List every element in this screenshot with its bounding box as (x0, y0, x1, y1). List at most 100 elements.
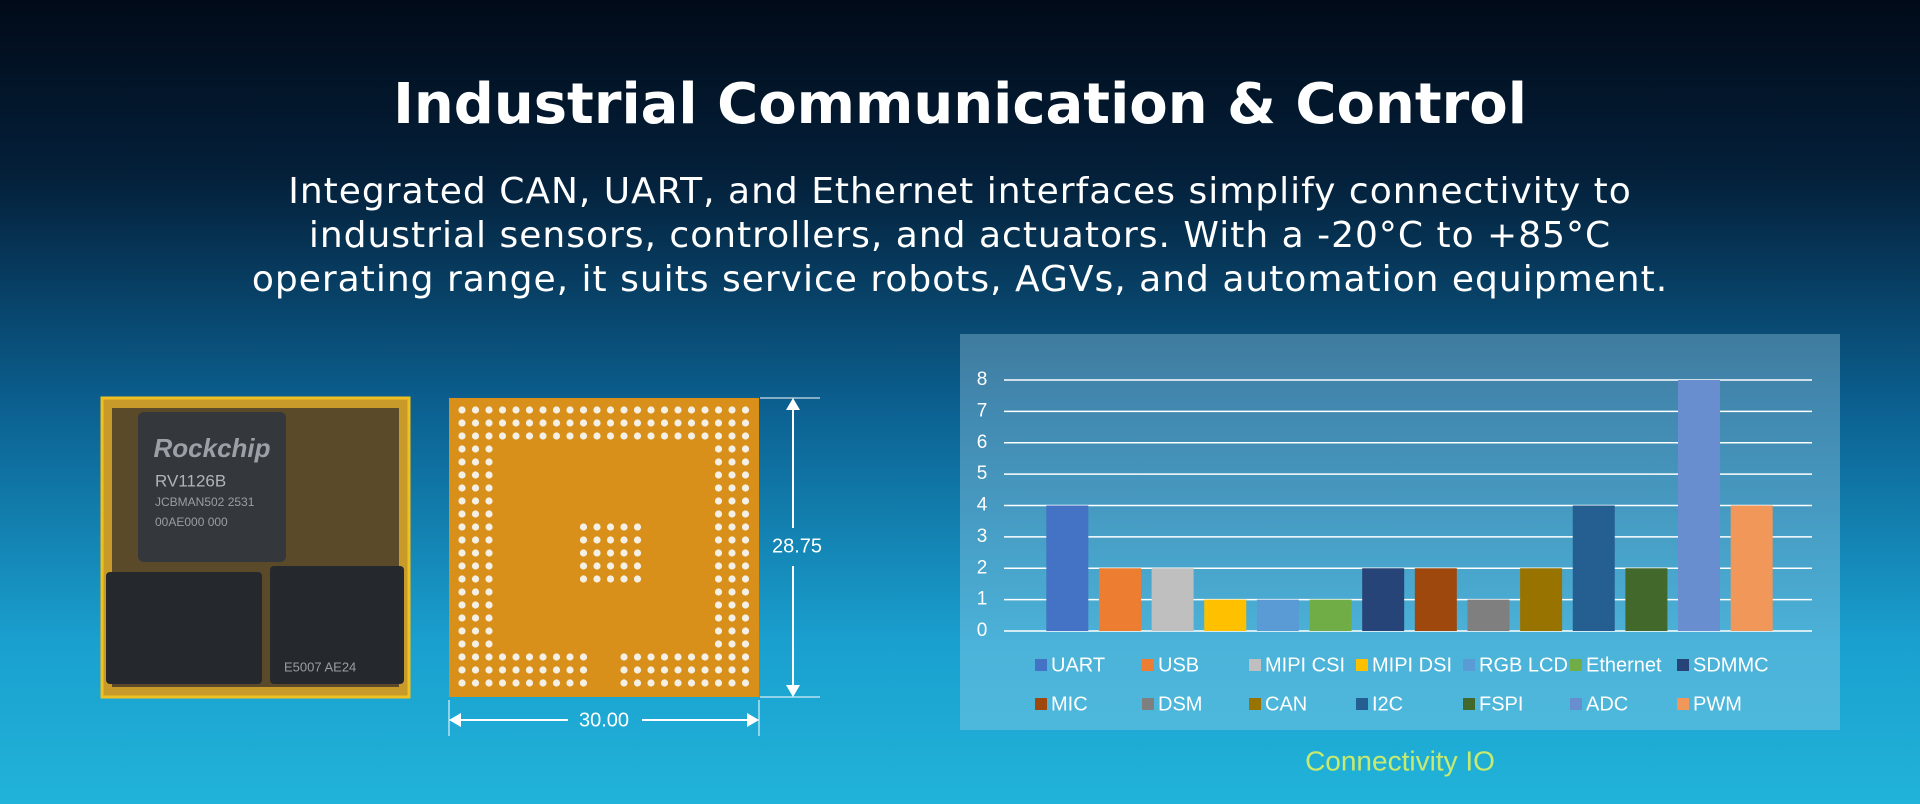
pad (741, 653, 750, 661)
pad (552, 679, 561, 687)
pad (714, 653, 723, 661)
pad (620, 562, 628, 570)
legend-label: UART (1051, 654, 1105, 676)
pad (485, 562, 493, 570)
pad (714, 406, 723, 414)
pad (660, 406, 669, 414)
pad (485, 614, 493, 622)
pad (741, 523, 750, 531)
pad (458, 458, 466, 466)
pad (728, 458, 736, 466)
bar (1730, 505, 1773, 631)
pad (458, 627, 466, 635)
legend-label: SDMMC (1693, 654, 1769, 676)
pad (741, 575, 750, 583)
pad (701, 653, 709, 661)
pad (525, 419, 534, 427)
pad (741, 679, 750, 687)
pad (471, 562, 480, 570)
pad (647, 666, 655, 674)
pad (471, 679, 480, 687)
pad (633, 419, 642, 427)
pad (728, 666, 736, 674)
pad (471, 458, 480, 466)
pad (647, 406, 655, 414)
pad (728, 653, 736, 661)
pad (741, 419, 750, 427)
pad (485, 575, 493, 583)
pad (458, 575, 466, 583)
bar (1309, 599, 1352, 631)
pad (741, 562, 750, 570)
pad (620, 549, 628, 557)
legend-swatch (1677, 659, 1689, 671)
pad (701, 679, 709, 687)
pad (471, 445, 480, 453)
pad (458, 614, 466, 622)
pad (714, 575, 723, 583)
pad (498, 419, 507, 427)
pad (633, 575, 642, 583)
pad (701, 419, 709, 427)
pad (485, 510, 493, 518)
chart-title: Connectivity IO (1305, 745, 1495, 776)
pad (741, 445, 750, 453)
bar (1151, 568, 1194, 631)
pad (485, 549, 493, 557)
pad (674, 419, 682, 427)
pad (714, 484, 723, 492)
pad (714, 549, 723, 557)
bar (1572, 505, 1615, 631)
pad (714, 458, 723, 466)
bar (1204, 599, 1247, 631)
dimension-label: 28.75 (772, 535, 822, 557)
pad (579, 536, 588, 544)
pad (741, 666, 750, 674)
pad (512, 679, 520, 687)
pad (647, 419, 655, 427)
pad (458, 679, 466, 687)
pad (647, 432, 655, 440)
pad (471, 601, 480, 609)
bar (1467, 599, 1510, 631)
pad (728, 445, 736, 453)
legend-swatch (1035, 698, 1047, 710)
pad (512, 653, 520, 661)
pad (728, 627, 736, 635)
pad (593, 575, 601, 583)
pad (498, 432, 507, 440)
pad (728, 679, 736, 687)
pad (525, 666, 534, 674)
pad (714, 419, 723, 427)
pad (552, 653, 561, 661)
pad (471, 536, 480, 544)
pad (674, 406, 682, 414)
pad (512, 406, 520, 414)
chip-brand: Rockchip (153, 433, 270, 463)
pad (552, 666, 561, 674)
bar (1520, 568, 1563, 631)
pad (485, 666, 493, 674)
pad (728, 614, 736, 622)
pad (552, 406, 561, 414)
pad (593, 549, 601, 557)
pad (741, 614, 750, 622)
pad (485, 406, 493, 414)
pad (579, 432, 588, 440)
pad (579, 549, 588, 557)
legend-label: ADC (1586, 693, 1628, 715)
pad (660, 432, 669, 440)
pad (471, 497, 480, 505)
legend-label: I2C (1372, 693, 1403, 715)
pad (458, 653, 466, 661)
legend-label: PWM (1693, 693, 1742, 715)
pad (485, 640, 493, 648)
pad (728, 419, 736, 427)
pad (728, 523, 736, 531)
pad (485, 627, 493, 635)
pad (471, 523, 480, 531)
pad (741, 432, 750, 440)
pad (485, 445, 493, 453)
legend-label: MIPI CSI (1265, 654, 1345, 676)
